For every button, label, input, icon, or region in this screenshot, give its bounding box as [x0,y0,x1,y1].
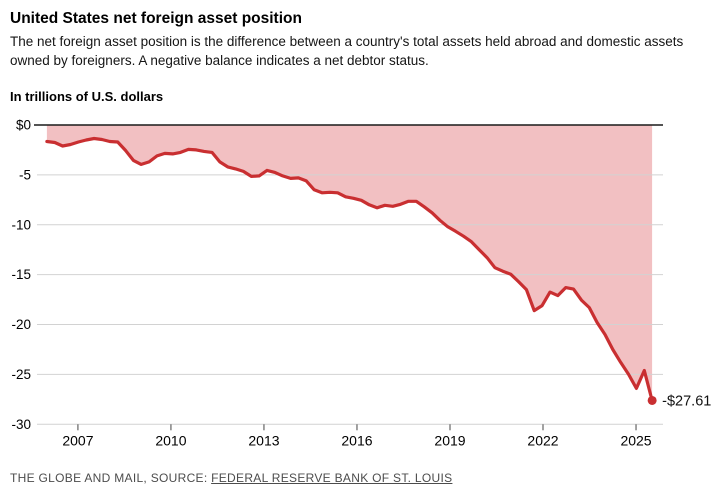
net-position-line [45,136,654,403]
x-axis-label-2010: 2010 [155,432,186,448]
x-axis-label-2019: 2019 [434,432,465,448]
y-axis-label--25: -25 [11,367,31,382]
y-axis-label--15: -15 [11,267,31,282]
units-label: In trillions of U.S. dollars [10,89,164,104]
net-foreign-asset-area-chart: $0 -5 -10 -15 -20 -25 -30 2007 2010 2013 2016 2019 2… [11,118,711,449]
x-axis-label-2007: 2007 [62,432,93,448]
y-axis-label--20: -20 [11,317,31,332]
y-axis-label--5: -5 [19,167,31,182]
end-value-label: -$27.61 [662,393,711,409]
negative-area-fill [46,125,653,401]
end-point-marker [647,395,657,405]
page-title: United States net foreign asset position [10,10,302,27]
y-axis-label--10: -10 [11,217,31,232]
y-axis-label-$0: $0 [16,118,31,133]
source-link[interactable]: FEDERAL RESERVE BANK OF ST. LOUIS [211,471,453,485]
y-axis-label--30: -30 [11,417,31,432]
chart-subtitle: The net foreign asset position is the di… [10,34,684,68]
credit-line: THE GLOBE AND MAIL, SOURCE: FEDERAL RESE… [10,471,452,485]
x-axis-label-2025: 2025 [620,432,651,448]
x-axis-label-2013: 2013 [248,432,279,448]
credit-text: THE GLOBE AND MAIL, SOURCE: [10,471,212,485]
x-axis-label-2016: 2016 [341,432,372,448]
x-axis-label-2022: 2022 [527,432,558,448]
